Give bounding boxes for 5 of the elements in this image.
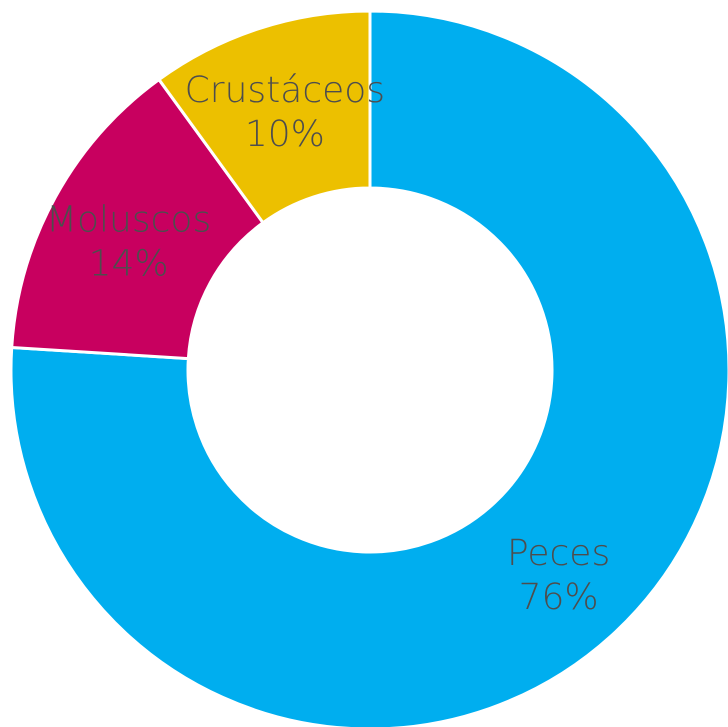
data-label: 76% xyxy=(518,576,599,618)
slice-label: Moluscos xyxy=(46,199,212,240)
data-label: 14% xyxy=(88,243,169,284)
slice-label: Peces xyxy=(506,532,610,574)
data-label: 10% xyxy=(244,114,325,155)
